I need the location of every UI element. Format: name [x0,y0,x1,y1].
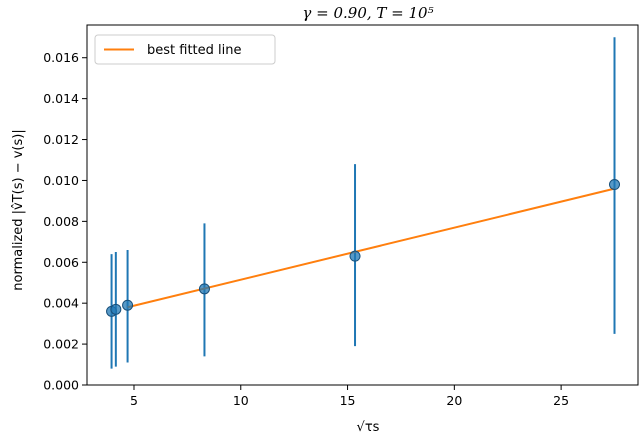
data-point [122,299,134,311]
legend: best fitted line [94,34,276,65]
x-tick-label: 5 [130,393,138,408]
x-tick-label: 20 [446,393,462,408]
y-tick-label: 0.004 [43,296,79,311]
plot-area: 5 10 15 20 25 0.000 0.002 0.004 0.006 0.008 0.010 0… [43,24,639,408]
y-tick-label: 0.008 [43,214,79,229]
y-tick-label: 0.006 [43,255,79,270]
y-tick-label: 0.002 [43,337,79,352]
y-tick-label: 0.016 [43,50,79,65]
x-tick-label: 25 [553,393,569,408]
x-axis-label: √τs [357,420,380,435]
chart-title: γ = 0.90, T = 10⁵ [302,4,433,22]
y-axis-label-group: normalized |v̂T(s) − v(s)| [11,129,26,290]
plot-frame [86,24,639,386]
x-tick-label: 10 [233,393,249,408]
y-tick-label: 0.014 [43,91,79,106]
data-point [609,179,621,191]
y-tick-label: 0.000 [43,378,79,393]
legend-box [94,34,276,65]
y-tick-label: 0.010 [43,173,79,188]
y-tick-label: 0.012 [43,132,79,147]
x-tick-label: 15 [340,393,356,408]
data-point [110,303,122,315]
data-point [198,283,210,295]
y-axis-label: normalized |v̂T(s) − v(s)| [11,129,26,290]
data-point [349,250,361,262]
legend-entry-best-fitted-line: best fitted line [147,43,241,58]
